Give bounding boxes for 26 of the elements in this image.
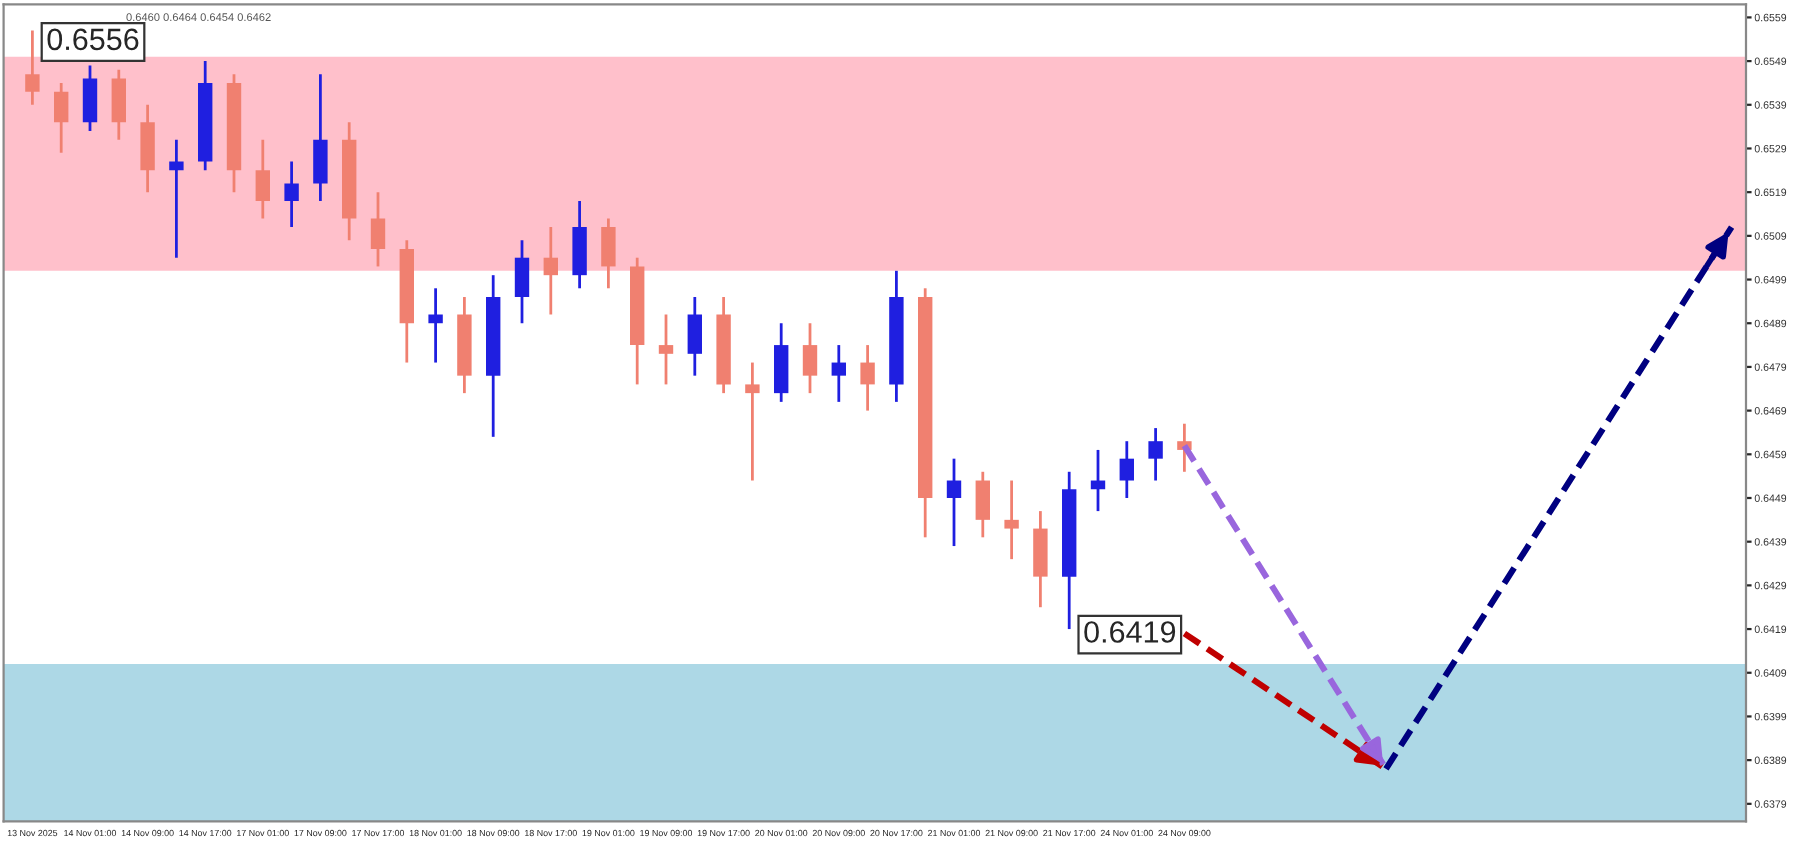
candlestick <box>860 343 875 413</box>
candlestick <box>831 343 846 404</box>
candlestick <box>54 81 69 155</box>
candlestick <box>946 457 962 548</box>
candlestick <box>284 160 299 229</box>
candlestick <box>169 138 184 260</box>
candlestick <box>1004 479 1019 561</box>
candlestick <box>370 190 386 268</box>
annotation: 0.6419 <box>1084 621 1176 643</box>
candlestick <box>745 361 760 482</box>
candlestick <box>1148 426 1163 482</box>
candlestick <box>82 64 98 133</box>
candlestick <box>111 68 126 142</box>
candlestick <box>543 225 558 316</box>
candlestick <box>687 295 702 378</box>
annotation: 0.6556 <box>47 28 139 51</box>
candlestick <box>428 286 443 364</box>
candlestick <box>514 238 530 325</box>
candlestick <box>975 470 990 539</box>
candlestick <box>1119 439 1134 500</box>
candlestick <box>658 313 674 386</box>
candlestick <box>255 138 270 220</box>
candlestick <box>313 72 328 203</box>
candlestick <box>25 29 40 107</box>
candlestick <box>601 216 616 290</box>
candlestick <box>802 321 818 395</box>
